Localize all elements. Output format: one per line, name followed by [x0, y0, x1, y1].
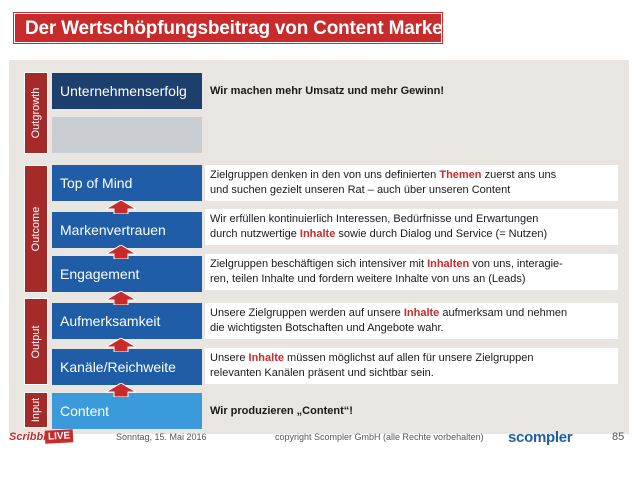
description-text: Unsere [210, 352, 249, 364]
page-number: 85 [612, 431, 625, 443]
stage-label: Outcome [30, 206, 42, 252]
highlight-word: Inhalte [248, 352, 284, 364]
level-label: Content [60, 403, 110, 419]
description-text: aufmerksam und nehmen die wichtigsten Bo… [210, 307, 568, 334]
description-text: von uns, interagie- ren, teilen Inhalte … [210, 258, 563, 285]
level-label: Aufmerksamkeit [60, 313, 161, 329]
level-box: Content [52, 393, 202, 429]
stage-outgrowth: Outgrowth [24, 72, 48, 154]
level-box: Unternehmenserfolg [52, 73, 202, 109]
highlight-word: Inhalte [299, 228, 336, 240]
level-box: Kanäle/Reichweite [52, 349, 202, 385]
level-description: Wir machen mehr Umsatz und mehr Gewinn! [205, 73, 618, 109]
page-title: Der Wertschöpfungsbeitrag von Content Ma… [25, 18, 477, 39]
level-box: Engagement [52, 256, 202, 292]
level-description: Unsere Zielgruppen werden auf unsere Inh… [205, 303, 618, 339]
stage-label: Outgrowth [30, 87, 42, 139]
footer-copyright: copyright Scompler GmbH (alle Rechte vor… [275, 432, 484, 442]
up-arrow-icon [106, 338, 136, 352]
highlight-word: Themen [439, 169, 482, 181]
stage-label: Output [30, 324, 42, 359]
level-description: Zielgruppen denken in den von uns defini… [205, 165, 618, 201]
up-arrow-icon [106, 291, 136, 305]
highlight-word: Inhalten [427, 258, 470, 270]
footer-date: Sonntag, 15. Mai 2016 [116, 432, 207, 442]
logo-live-badge: LIVE [44, 429, 74, 444]
stage-output: Output [24, 298, 48, 385]
stage-outcome: Outcome [24, 165, 48, 293]
description-text: Unsere Zielgruppen werden auf unsere [210, 307, 404, 319]
level-box: Top of Mind [52, 165, 202, 201]
level-label: Markenvertrauen [60, 222, 166, 238]
level-label: Kanäle/Reichweite [60, 359, 176, 375]
description-text: Wir erfüllen kontinuierlich Interessen, … [210, 213, 539, 240]
up-arrow-icon [106, 383, 136, 397]
level-label: Unternehmenserfolg [60, 83, 187, 99]
empty-level-box [52, 117, 202, 153]
description-text: Zielgruppen beschäftigen sich intensiver… [210, 258, 428, 270]
description-text: sowie durch Dialog und Service (= Nutzen… [335, 228, 548, 240]
scribble-live-logo: Scribble LIVE [9, 429, 74, 446]
level-label: Top of Mind [60, 175, 133, 191]
scompler-logo: scompler [508, 429, 573, 446]
level-description: Zielgruppen beschäftigen sich intensiver… [205, 254, 618, 290]
description-text: Wir produzieren „Content“! [210, 404, 353, 417]
level-box: Markenvertrauen [52, 212, 202, 248]
description-text: Zielgruppen denken in den von uns defini… [210, 169, 440, 181]
description-text: müssen möglichst auf allen für unsere Zi… [210, 352, 534, 379]
description-text: zuerst ans uns und suchen gezielt unsere… [210, 169, 557, 196]
stage-input: Input [24, 392, 48, 428]
up-arrow-icon [106, 200, 136, 214]
logo-text: Scribble [9, 431, 53, 443]
description-text: Wir machen mehr Umsatz und mehr Gewinn! [210, 84, 444, 97]
level-description: Unsere Inhalte müssen möglichst auf alle… [205, 348, 618, 384]
stage-label: Input [30, 397, 42, 423]
title-banner: Der Wertschöpfungsbeitrag von Content Ma… [13, 12, 477, 44]
level-description: Wir produzieren „Content“! [205, 393, 618, 429]
up-arrow-icon [106, 245, 136, 259]
level-description: Wir erfüllen kontinuierlich Interessen, … [205, 209, 618, 245]
level-label: Engagement [60, 266, 140, 282]
level-box: Aufmerksamkeit [52, 303, 202, 339]
highlight-word: Inhalte [403, 307, 440, 319]
